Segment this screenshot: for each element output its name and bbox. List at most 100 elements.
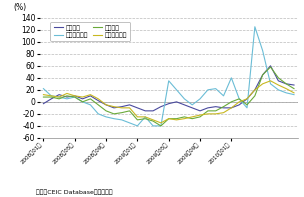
輸出（全体） bbox=[261, 83, 264, 85]
電気機械 bbox=[261, 74, 264, 76]
輸出（全体） bbox=[206, 113, 210, 115]
電気機械 bbox=[214, 110, 218, 112]
化学製品 bbox=[151, 110, 155, 112]
医療・医薬品 bbox=[57, 96, 61, 98]
化学製品 bbox=[284, 83, 288, 85]
医療・医薬品 bbox=[42, 87, 45, 90]
電気機械 bbox=[143, 117, 147, 120]
電気機械 bbox=[245, 104, 249, 106]
Line: 医療・医薬品: 医療・医薬品 bbox=[43, 27, 294, 126]
輸出（全体） bbox=[190, 116, 194, 118]
輸出（全体） bbox=[284, 87, 288, 90]
Text: 資料：CEIC Databaseから作成。: 資料：CEIC Databaseから作成。 bbox=[36, 190, 113, 195]
化学製品 bbox=[253, 89, 257, 91]
医療・医薬品 bbox=[175, 89, 178, 91]
化学製品 bbox=[269, 65, 272, 67]
輸出（全体） bbox=[222, 112, 225, 114]
輸出（全体） bbox=[73, 95, 77, 97]
電気機械 bbox=[175, 117, 178, 120]
Line: 電気機械: 電気機械 bbox=[43, 67, 294, 126]
輸出（全体） bbox=[198, 114, 202, 116]
化学製品 bbox=[112, 107, 116, 109]
医療・医薬品 bbox=[284, 92, 288, 94]
電気機械 bbox=[50, 96, 53, 98]
医療・医薬品 bbox=[88, 104, 92, 106]
医療・医薬品 bbox=[230, 77, 233, 79]
医療・医薬品 bbox=[198, 98, 202, 100]
電気機械 bbox=[183, 116, 186, 118]
輸出（全体） bbox=[245, 98, 249, 100]
化学製品 bbox=[57, 93, 61, 96]
電気機械 bbox=[198, 116, 202, 118]
化学製品 bbox=[206, 107, 210, 109]
輸出（全体） bbox=[230, 107, 233, 109]
輸出（全体） bbox=[120, 107, 123, 109]
医療・医薬品 bbox=[245, 107, 249, 109]
輸出（全体） bbox=[183, 117, 186, 120]
医療・医薬品 bbox=[292, 93, 296, 96]
電気機械 bbox=[73, 96, 77, 98]
医療・医薬品 bbox=[214, 87, 218, 90]
医療・医薬品 bbox=[269, 83, 272, 85]
輸出（全体） bbox=[143, 116, 147, 118]
電気機械 bbox=[57, 98, 61, 100]
輸出（全体） bbox=[214, 113, 218, 115]
医療・医薬品 bbox=[136, 125, 139, 127]
化学製品 bbox=[183, 104, 186, 106]
医療・医薬品 bbox=[237, 98, 241, 100]
化学製品 bbox=[237, 104, 241, 106]
化学製品 bbox=[198, 110, 202, 112]
医療・医薬品 bbox=[50, 95, 53, 97]
電気機械 bbox=[128, 110, 131, 112]
輸出（全体） bbox=[128, 107, 131, 109]
電気機械 bbox=[96, 104, 100, 106]
輸出（全体） bbox=[112, 105, 116, 108]
輸出（全体） bbox=[292, 92, 296, 94]
化学製品 bbox=[50, 98, 53, 100]
輸出（全体） bbox=[136, 116, 139, 118]
輸出（全体） bbox=[42, 93, 45, 96]
Legend: 化学製品, 医療・医薬品, 電気機械, 輸出（全体）: 化学製品, 医療・医薬品, 電気機械, 輸出（全体） bbox=[50, 22, 130, 41]
化学製品 bbox=[88, 95, 92, 97]
電気機械 bbox=[230, 101, 233, 103]
輸出（全体） bbox=[96, 98, 100, 100]
医療・医薬品 bbox=[120, 119, 123, 121]
電気機械 bbox=[120, 112, 123, 114]
医療・医薬品 bbox=[183, 98, 186, 100]
電気機械 bbox=[206, 110, 210, 112]
化学製品 bbox=[261, 74, 264, 76]
輸出（全体） bbox=[175, 119, 178, 121]
化学製品 bbox=[159, 105, 163, 108]
化学製品 bbox=[65, 96, 69, 98]
輸出（全体） bbox=[167, 117, 171, 120]
電気機械 bbox=[190, 117, 194, 120]
輸出（全体） bbox=[159, 122, 163, 124]
化学製品 bbox=[277, 80, 280, 82]
輸出（全体） bbox=[253, 89, 257, 91]
輸出（全体） bbox=[65, 92, 69, 95]
電気機械 bbox=[104, 110, 108, 112]
電気機械 bbox=[284, 83, 288, 85]
電気機械 bbox=[81, 101, 85, 103]
化学製品 bbox=[42, 102, 45, 105]
医療・医薬品 bbox=[128, 122, 131, 124]
医療・医薬品 bbox=[151, 125, 155, 127]
化学製品 bbox=[104, 104, 108, 106]
医療・医薬品 bbox=[190, 104, 194, 106]
化学製品 bbox=[175, 101, 178, 103]
輸出（全体） bbox=[104, 104, 108, 106]
電気機械 bbox=[222, 105, 225, 108]
医療・医薬品 bbox=[65, 98, 69, 100]
化学製品 bbox=[128, 104, 131, 106]
化学製品 bbox=[167, 102, 171, 105]
化学製品 bbox=[136, 107, 139, 109]
電気機械 bbox=[237, 98, 241, 100]
輸出（全体） bbox=[269, 80, 272, 82]
輸出（全体） bbox=[237, 101, 241, 103]
Line: 化学製品: 化学製品 bbox=[43, 66, 294, 111]
化学製品 bbox=[292, 84, 296, 86]
Text: (%): (%) bbox=[14, 3, 27, 12]
電気機械 bbox=[253, 95, 257, 97]
医療・医薬品 bbox=[96, 113, 100, 115]
化学製品 bbox=[190, 107, 194, 109]
